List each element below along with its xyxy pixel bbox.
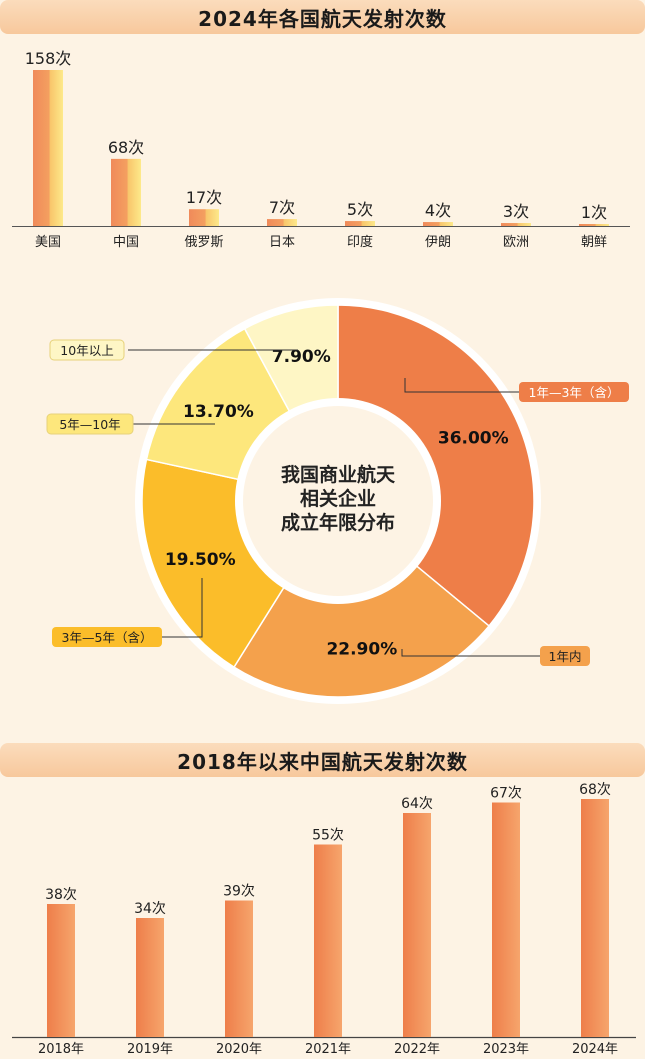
bar-中国: [111, 158, 141, 226]
percent-label: 22.90%: [326, 640, 397, 660]
value-label: 38次: [45, 887, 77, 903]
category-tag: [52, 627, 162, 647]
category-label: 2022年: [394, 1042, 440, 1057]
category-tag: [46, 413, 134, 435]
value-label: 39次: [223, 884, 255, 900]
leader-line: [404, 378, 519, 393]
bar-美国: [33, 70, 63, 226]
category-label: 2018年: [38, 1042, 84, 1057]
value-label: 17次: [186, 188, 222, 207]
donut-center: [243, 406, 433, 596]
bar-2023年: [492, 802, 520, 1037]
value-label: 34次: [134, 901, 166, 917]
category-tag-label: 10年以上: [60, 343, 113, 358]
chart3-title: 2018年以来中国航天发射次数: [0, 743, 645, 777]
category-tag: [49, 339, 125, 361]
category-tag: [519, 382, 629, 402]
percent-label: 13.70%: [183, 402, 254, 422]
value-label: 158次: [25, 49, 72, 68]
category-tag-label: 1年—3年（含）: [529, 385, 620, 400]
bar-2019年: [136, 918, 164, 1037]
category-label: 俄罗斯: [184, 235, 223, 250]
category-label: 2019年: [127, 1042, 173, 1057]
bar-2022年: [403, 813, 431, 1037]
bar-欧洲: [501, 223, 531, 226]
category-label: 2020年: [216, 1042, 262, 1057]
bar-日本: [267, 219, 297, 226]
category-label: 中国: [113, 235, 139, 250]
value-label: 68次: [108, 138, 144, 157]
category-label: 2023年: [483, 1042, 529, 1057]
category-label: 朝鲜: [581, 235, 607, 250]
value-label: 5次: [347, 200, 373, 219]
value-label: 55次: [312, 828, 344, 844]
center-label-line: 成立年限分布: [281, 511, 395, 534]
category-label: 2024年: [572, 1042, 618, 1057]
china-yearly-launch-bar-chart: 38次 2018年 34次 2019年 39次 2020年 55次 2021年 64次 2022年…: [12, 782, 636, 1057]
category-label: 欧洲: [503, 235, 529, 250]
value-label: 68次: [579, 782, 611, 798]
bar-2020年: [225, 900, 253, 1037]
center-label-line: 相关企业: [300, 487, 376, 510]
value-label: 7次: [269, 198, 295, 217]
category-tag: [540, 646, 590, 666]
category-label: 印度: [347, 234, 373, 250]
chart1-title: 2024年各国航天发射次数: [0, 0, 645, 34]
percent-label: 19.50%: [165, 550, 236, 570]
bar-朝鲜: [579, 224, 609, 226]
bar-2018年: [47, 904, 75, 1037]
category-label: 伊朗: [425, 235, 451, 250]
leader-line: [401, 649, 540, 657]
leader-line: [160, 578, 203, 638]
bar-伊朗: [423, 222, 453, 226]
category-label: 2021年: [305, 1042, 351, 1057]
category-tag-label: 3年—5年（含）: [62, 630, 153, 645]
category-label: 美国: [35, 235, 61, 250]
value-label: 4次: [425, 201, 451, 220]
percent-label: 36.00%: [438, 428, 509, 448]
bar-2021年: [314, 844, 342, 1037]
value-label: 64次: [401, 796, 433, 812]
bar-2024年: [581, 799, 609, 1037]
center-label-line: 我国商业航天: [281, 463, 396, 486]
bar-印度: [345, 221, 375, 226]
category-tag-label: 5年—10年: [59, 417, 120, 432]
value-label: 67次: [490, 786, 522, 802]
percent-label: 7.90%: [272, 347, 331, 367]
value-label: 1次: [581, 203, 607, 222]
category-tag-label: 1年内: [549, 649, 582, 664]
slice-1年—3年（含）: [337, 304, 535, 627]
bar-俄罗斯: [189, 209, 219, 226]
value-label: 3次: [503, 202, 529, 221]
category-label: 日本: [269, 235, 295, 250]
